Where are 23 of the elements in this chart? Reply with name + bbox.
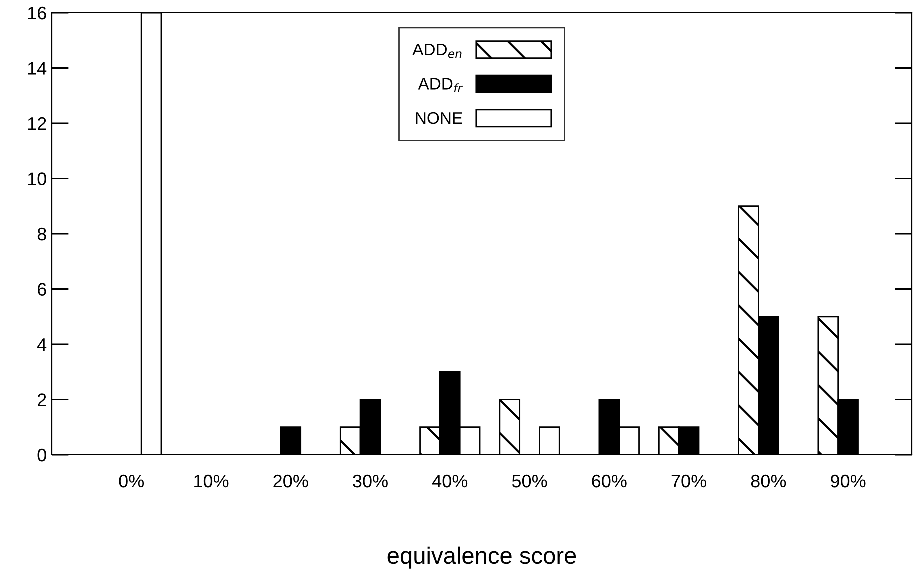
x-tick-label: 50% [512,474,548,488]
y-tick-label: 14 [28,62,47,75]
x-tick-label: 70% [672,474,706,488]
x-tick-label: 40% [432,474,468,488]
y-tick-label: 12 [28,117,46,130]
y-tick-label: 2 [38,394,46,406]
y-tick-label: 0 [38,448,46,462]
x-tick-label: 80% [751,474,786,488]
legend-label: NONE [416,112,462,124]
x-tick-label: 10% [194,474,229,488]
x-tick-label: 20% [274,474,308,488]
y-tick-label: 16 [28,6,46,20]
legend-label: ADD$_{en}$ [412,44,462,58]
y-tick-label: 10 [28,172,46,186]
y-tick-label: 4 [38,338,47,352]
x-tick-label: 90% [831,474,866,488]
x-tick-label: 0% [119,474,144,488]
legend-label: ADD$_{fr}$ [418,78,464,92]
x-tick-label: 60% [592,474,627,488]
y-tick-label: 8 [38,228,46,241]
x-tick-label: 30% [353,474,388,488]
y-tick-label: 6 [38,283,46,296]
x-axis-title: equivalence score [388,546,576,569]
